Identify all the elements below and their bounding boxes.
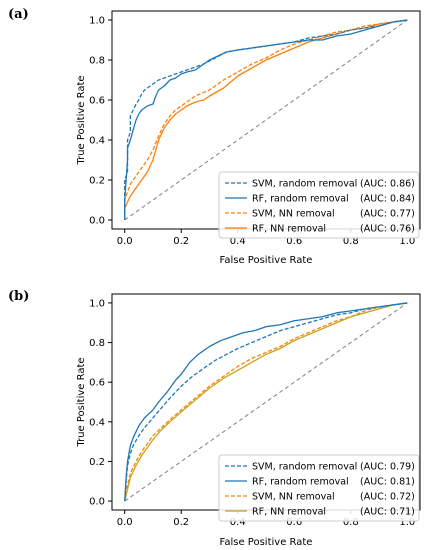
series-line-0 [124,19,408,220]
legend-auc-value: (AUC: 0.86) [360,179,415,190]
x-tick-label: 0.4 [230,236,246,247]
chance-diagonal-line [124,302,408,502]
x-tick-label: 0.4 [230,517,246,528]
x-tick-label: 0.0 [117,517,133,528]
y-tick-label: 0.2 [89,176,105,187]
y-tick-label: 1.0 [89,298,105,309]
legend-series-name: SVM, NN removal [252,492,335,503]
legend-auc-value: (AUC: 0.77) [360,209,415,220]
y-axis-label: True Positive Rate [76,75,87,165]
legend-series-name: RF, random removal [252,194,349,205]
y-tick-label: 0.2 [89,457,105,468]
x-axis-label: False Positive Rate [220,255,313,266]
legend: SVM, random removal (AUC: 0.79) RF, random… [218,454,420,522]
x-tick-label: 0.8 [343,236,359,247]
series-line-0 [124,302,408,502]
x-tick-label: 0.8 [343,517,359,528]
legend-auc-value: (AUC: 0.84) [360,194,415,205]
y-tick-label: 0.6 [89,378,105,389]
y-tick-label: 0.6 [89,96,105,107]
series-line-3 [124,302,408,502]
chance-diagonal-line [124,19,408,221]
x-tick-label: 0.0 [117,236,133,247]
legend-box [218,171,420,239]
legend-box [218,454,420,522]
legend-series-name: SVM, NN removal [252,209,335,220]
y-axis-label: True Positive Rate [76,357,87,447]
x-tick-label: 0.6 [286,517,302,528]
legend-series-name: RF, random removal [252,477,349,488]
x-tick-label: 0.2 [173,236,189,247]
x-tick-label: 1.0 [399,236,415,247]
series-line-2 [124,19,408,220]
y-tick-label: 0.8 [89,338,105,349]
series-line-1 [124,302,408,502]
legend-auc-value: (AUC: 0.76) [360,224,415,235]
series-line-1 [124,19,408,220]
panel-label: (a) [8,7,29,22]
x-tick-label: 1.0 [399,517,415,528]
chart-panel-a: (a) 0.0 0.0 0.2 0.2 0.4 0.4 0.6 0.6 0.8 0.8 1.0 1.0 F… [8,7,421,266]
legend-series-name: SVM, random removal [252,179,357,190]
legend-series-name: RF, NN removal [252,507,326,518]
panel-label: (b) [8,289,29,304]
x-tick-label: 0.6 [286,236,302,247]
legend-auc-value: (AUC: 0.79) [360,462,415,473]
legend-auc-value: (AUC: 0.71) [360,507,415,518]
y-tick-label: 0.0 [89,216,105,227]
y-tick-label: 1.0 [89,16,105,27]
chart-panel-b: (b) 0.0 0.0 0.2 0.2 0.4 0.4 0.6 0.6 0.8 0.8 1.0 1.0 F… [8,289,421,548]
y-tick-label: 0.0 [89,497,105,508]
legend-series-name: SVM, random removal [252,462,357,473]
y-tick-label: 0.4 [89,417,105,428]
y-tick-label: 0.4 [89,136,105,147]
legend-auc-value: (AUC: 0.81) [360,477,415,488]
x-tick-label: 0.2 [173,517,189,528]
legend-series-name: RF, NN removal [252,224,326,235]
x-axis-label: False Positive Rate [220,537,313,548]
y-tick-label: 0.8 [89,56,105,67]
legend-auc-value: (AUC: 0.72) [360,492,415,503]
legend: SVM, random removal (AUC: 0.86) RF, random… [218,171,420,239]
